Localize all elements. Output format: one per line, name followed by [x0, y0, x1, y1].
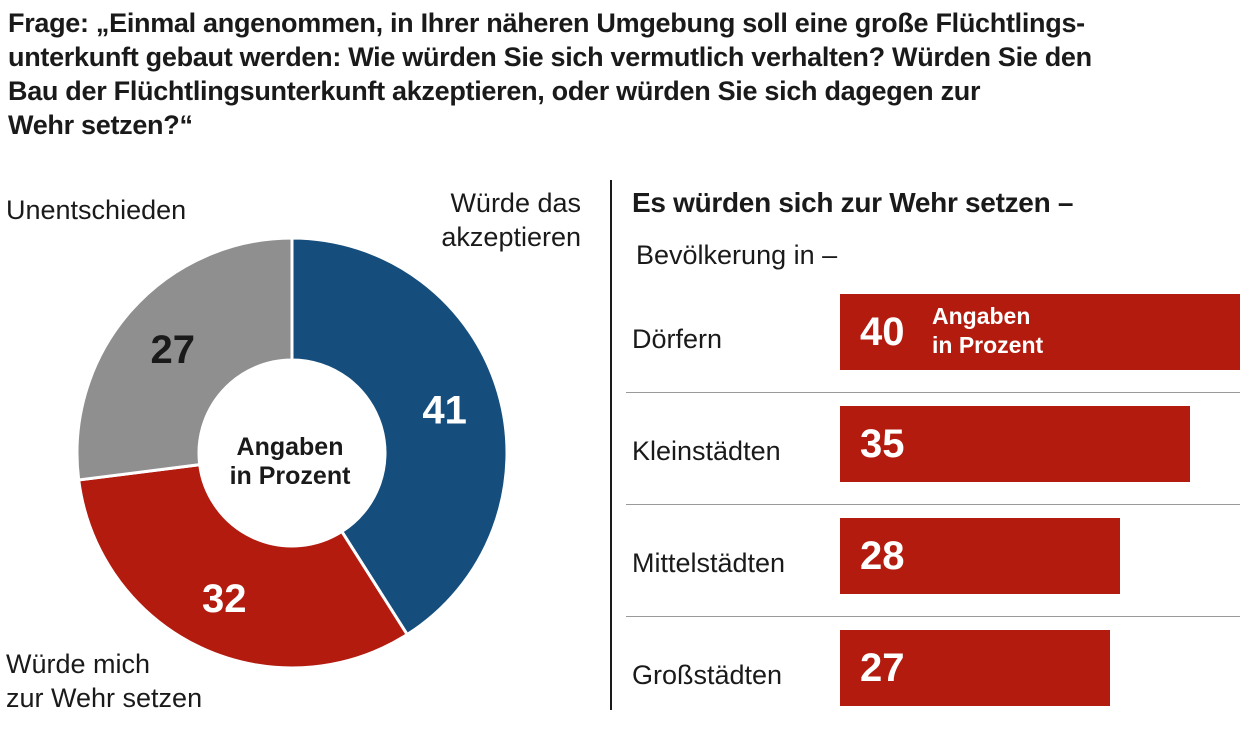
legend-label-line: zur Wehr setzen: [6, 683, 203, 713]
bar: 27: [840, 630, 1110, 706]
bar-row: Dörfern 40 Angaben in Prozent: [626, 290, 1240, 402]
row-separator: [626, 504, 1240, 505]
question-line: Wehr setzen?“: [8, 110, 193, 140]
question-line: Bau der Flüchtlingsunterkunft akzeptiere…: [8, 76, 981, 106]
legend-label-undecided: Unentschieden: [6, 195, 187, 225]
bar-category-label: Großstädten: [632, 660, 783, 690]
bar-category-label: Mittelstädten: [632, 548, 786, 578]
bar-value-label: 28: [860, 534, 905, 578]
question-line: Frage: „Einmal angenommen, in Ihrer nähe…: [8, 8, 1085, 38]
bar-row: Mittelstädten 28: [626, 514, 1240, 626]
bar-chart-subtitle: Bevölkerung in –: [636, 240, 838, 270]
donut-values: 41 32 27: [150, 328, 466, 621]
legend-label-line: Würde mich: [6, 649, 151, 679]
legend-label-accept: Würde das akzeptieren: [441, 186, 581, 254]
donut-center-label-line: in Prozent: [230, 462, 352, 490]
donut-slices: [75, 236, 509, 670]
bar-row: Großstädten 27: [626, 626, 1240, 738]
donut-value-resist: 32: [202, 577, 247, 621]
donut-center-label-line: Angaben: [237, 433, 344, 461]
donut-chart: 41 32 27 Angaben in Prozent: [75, 236, 509, 670]
row-separator: [626, 392, 1240, 393]
question-line: unterkunft gebaut werden: Wie würden Sie…: [8, 42, 1092, 72]
vertical-divider: [610, 180, 612, 710]
legend-label-resist: Würde mich zur Wehr setzen: [6, 647, 202, 715]
bar: 28: [840, 518, 1120, 594]
donut-value-undecided: 27: [150, 328, 195, 372]
bar: 35: [840, 406, 1190, 482]
legend-label-line: Würde das: [450, 188, 581, 218]
question-text: Frage: „Einmal angenommen, in Ihrer nähe…: [8, 6, 1228, 142]
donut-slice-undecided: [75, 236, 294, 482]
row-separator: [626, 616, 1240, 617]
legend-label-line: akzeptieren: [441, 222, 581, 252]
bar-chart-title: Es würden sich zur Wehr setzen –: [632, 187, 1074, 218]
bar-chart: Dörfern 40 Angaben in Prozent Kleinstädten 35…: [626, 290, 1240, 738]
bar-category-label: Kleinstädten: [632, 436, 781, 466]
bar-value-label: 35: [860, 422, 905, 466]
bar-value-label: 40: [860, 310, 905, 354]
donut-slice-resist: [77, 462, 410, 670]
bar-category-label: Dörfern: [632, 324, 723, 354]
bar-unit-label: Angaben in Prozent: [932, 303, 1044, 358]
bar: 40 Angaben in Prozent: [840, 294, 1240, 370]
bar-row: Kleinstädten 35: [626, 402, 1240, 514]
bar-value-label: 27: [860, 646, 905, 690]
donut-value-accept: 41: [422, 389, 467, 433]
